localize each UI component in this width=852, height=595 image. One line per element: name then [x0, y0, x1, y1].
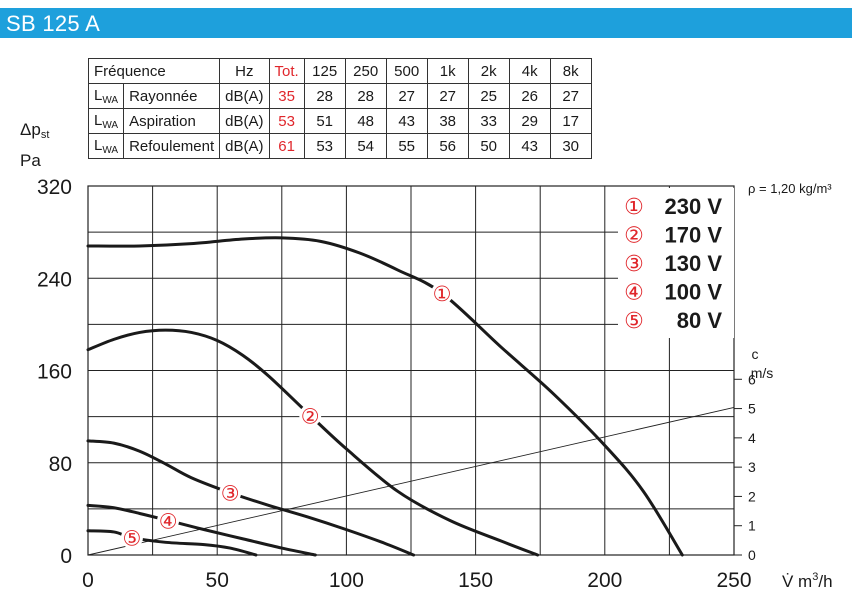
row-value: 30 — [549, 133, 592, 159]
col-header-frequency: Fréquence — [87, 58, 221, 84]
col-header-4k: 4k — [508, 58, 551, 84]
curve-marker-bg — [299, 404, 322, 427]
y-tick-label: 160 — [37, 361, 72, 384]
row-param: LWA — [87, 133, 125, 159]
legend-marker: ② — [624, 224, 644, 249]
row-value: 43 — [508, 133, 551, 159]
curve-marker-bg — [120, 526, 143, 549]
row-value: 27 — [426, 83, 469, 109]
velocity-tick-label: 2 — [748, 488, 756, 504]
legend-label: 100 V — [665, 280, 723, 305]
row-unit: dB(A) — [219, 83, 270, 109]
col-header-1k: 1k — [426, 58, 469, 84]
density-note: ρ = 1,20 kg/m³ — [748, 181, 832, 196]
x-tick-label: 50 — [206, 569, 229, 592]
y-axis-title: Δpst Pa — [20, 120, 50, 170]
legend-marker: ④ — [624, 281, 644, 306]
velocity-tick-label: 3 — [748, 459, 756, 475]
row-value: 50 — [467, 133, 510, 159]
row-label: Aspiration — [123, 108, 221, 134]
row-value: 56 — [426, 133, 469, 159]
row-value: 28 — [344, 83, 387, 109]
y-tick-label: 80 — [49, 453, 72, 476]
legend-label: 230 V — [665, 194, 723, 219]
row-value: 33 — [467, 108, 510, 134]
title-banner: SB 125 A — [0, 8, 852, 38]
row-total: 61 — [268, 133, 305, 159]
legend-marker: ① — [624, 195, 644, 220]
curve-marker-bg — [431, 282, 454, 305]
velocity-tick-label: 5 — [748, 401, 756, 417]
row-value: 25 — [467, 83, 510, 109]
legend-label: 130 V — [665, 251, 723, 276]
legend-label: 170 V — [665, 223, 723, 248]
col-header-total: Tot. — [268, 58, 305, 84]
velocity-tick-label: 4 — [748, 430, 756, 446]
fan-curve-2 — [86, 328, 540, 557]
velocity-tick-label: 1 — [748, 518, 756, 534]
row-value: 55 — [385, 133, 428, 159]
legend-marker: ⑤ — [624, 309, 644, 334]
table-row-refoulement: LWA Refoulement dB(A) 61 53 54 55 56 50 … — [87, 133, 592, 159]
row-value: 43 — [385, 108, 428, 134]
velocity-tick-label: 0 — [748, 547, 756, 563]
x-tick-label: 150 — [458, 569, 493, 592]
row-value: 29 — [508, 108, 551, 134]
legend-label: 80 V — [677, 308, 723, 333]
row-label: Refoulement — [123, 133, 221, 159]
curve-marker-bg — [219, 481, 242, 504]
row-total: 53 — [268, 108, 305, 134]
product-title: SB 125 A — [6, 11, 101, 36]
table-header-row: Fréquence Hz Tot. 125 250 500 1k 2k 4k 8… — [87, 58, 592, 84]
fan-curve-4 — [86, 503, 317, 557]
velocity-reference-line — [87, 406, 735, 556]
row-unit: dB(A) — [219, 108, 270, 134]
table-row-aspiration: LWA Aspiration dB(A) 53 51 48 43 38 33 2… — [87, 108, 592, 134]
fan-curve-1 — [86, 236, 684, 557]
x-tick-label: 250 — [716, 569, 751, 592]
x-tick-label: 100 — [329, 569, 364, 592]
sound-power-table: Fréquence Hz Tot. 125 250 500 1k 2k 4k 8… — [87, 58, 592, 159]
curve-marker-label: ① — [433, 282, 452, 306]
velocity-axis-unit: m/s — [751, 365, 774, 381]
x-tick-label: 200 — [587, 569, 622, 592]
y-tick-label: 0 — [60, 545, 72, 568]
row-param: LWA — [87, 83, 125, 109]
row-value: 27 — [385, 83, 428, 109]
x-axis-title: V̇ m3/h — [782, 571, 833, 591]
fan-curve-5 — [86, 529, 258, 557]
row-unit: dB(A) — [219, 133, 270, 159]
row-value: 53 — [303, 133, 346, 159]
x-tick-label: 0 — [82, 569, 94, 592]
y-tick-label: 320 — [37, 176, 72, 199]
curve-marker-label: ③ — [221, 482, 240, 506]
col-header-8k: 8k — [549, 58, 592, 84]
row-value: 54 — [344, 133, 387, 159]
curve-marker-label: ⑤ — [123, 527, 142, 551]
row-label: Rayonnée — [123, 83, 221, 109]
y-tick-label: 240 — [37, 268, 72, 291]
table-row-rayonnee: LWA Rayonnée dB(A) 35 28 28 27 27 25 26 … — [87, 83, 592, 109]
legend-box — [618, 188, 734, 338]
col-header-500: 500 — [385, 58, 428, 84]
col-header-2k: 2k — [467, 58, 510, 84]
curve-marker-bg — [157, 509, 180, 532]
velocity-axis-title: c — [752, 346, 759, 362]
velocity-tick-label: 6 — [748, 371, 756, 387]
legend-marker: ③ — [624, 252, 644, 277]
curve-marker-label: ④ — [159, 509, 178, 533]
curve-marker-label: ② — [301, 404, 320, 428]
